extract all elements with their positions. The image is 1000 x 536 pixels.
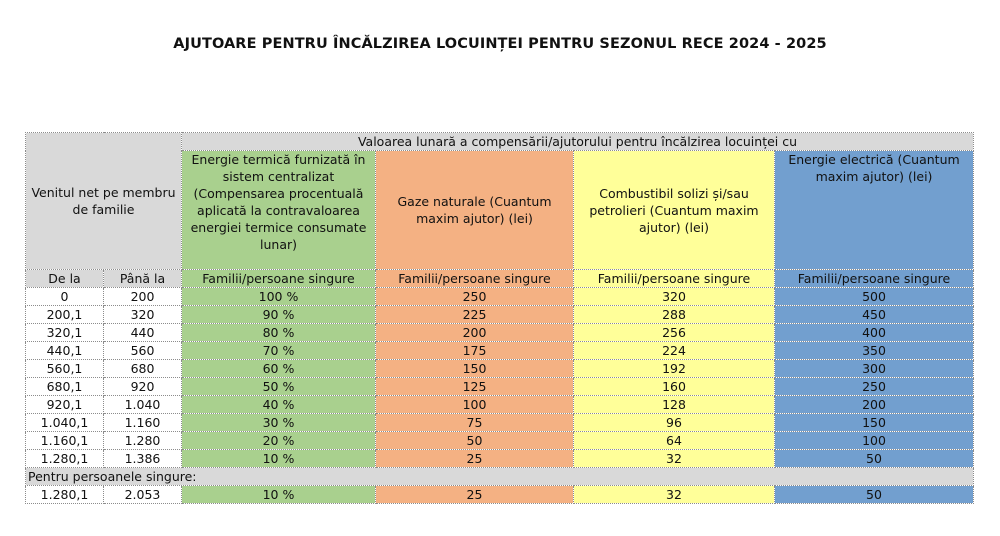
income-to-cell: 2.053 <box>103 485 182 504</box>
solid-fuel-value-cell: 320 <box>573 287 775 306</box>
income-from-cell: 440,1 <box>25 341 104 360</box>
income-to-cell: 560 <box>103 341 182 360</box>
electric-value-cell: 350 <box>774 341 974 360</box>
solid-fuel-column-header: Combustibil solizi și/sau petrolieri (Cu… <box>573 150 775 270</box>
thermal-column-header: Energie termică furnizată în sistem cent… <box>181 150 376 270</box>
solid-fuel-subheader: Familii/persoane singure <box>573 269 775 288</box>
income-to-cell: 320 <box>103 305 182 324</box>
income-from-cell: 560,1 <box>25 359 104 378</box>
page-title: AJUTOARE PENTRU ÎNCĂLZIREA LOCUINȚEI PEN… <box>173 36 827 52</box>
electric-column-header: Energie electrică (Cuantum maxim ajutor)… <box>774 150 974 270</box>
electric-value-cell: 250 <box>774 377 974 396</box>
thermal-value-cell: 90 % <box>181 305 376 324</box>
thermal-value-cell: 30 % <box>181 413 376 432</box>
to-header: Până la <box>103 269 182 288</box>
electric-value-cell: 50 <box>774 449 974 468</box>
solid-fuel-value-cell: 128 <box>573 395 775 414</box>
table-row: 1.040,1 1.160 30 % 75 96 150 <box>25 413 974 432</box>
gas-value-cell: 225 <box>375 305 574 324</box>
table-row: 440,1 560 70 % 175 224 350 <box>25 341 974 360</box>
solid-fuel-value-cell: 256 <box>573 323 775 342</box>
electric-value-cell: 400 <box>774 323 974 342</box>
income-from-cell: 1.280,1 <box>25 485 104 504</box>
thermal-value-cell: 60 % <box>181 359 376 378</box>
income-to-cell: 1.386 <box>103 449 182 468</box>
solid-fuel-value-cell: 192 <box>573 359 775 378</box>
income-to-cell: 680 <box>103 359 182 378</box>
solid-fuel-value-cell: 32 <box>573 449 775 468</box>
singles-row: 1.280,1 2.053 10 % 25 32 50 <box>25 485 974 504</box>
thermal-value-cell: 50 % <box>181 377 376 396</box>
gas-value-cell: 250 <box>375 287 574 306</box>
thermal-value-cell: 70 % <box>181 341 376 360</box>
electric-value-cell: 100 <box>774 431 974 450</box>
thermal-value-cell: 80 % <box>181 323 376 342</box>
gas-subheader: Familii/persoane singure <box>375 269 574 288</box>
income-from-cell: 0 <box>25 287 104 306</box>
income-from-cell: 1.280,1 <box>25 449 104 468</box>
thermal-value-cell: 10 % <box>181 449 376 468</box>
table-row: 1.160,1 1.280 20 % 50 64 100 <box>25 431 974 450</box>
income-to-cell: 440 <box>103 323 182 342</box>
solid-fuel-value-cell: 224 <box>573 341 775 360</box>
group-header: Valoarea lunară a compensării/ajutorului… <box>181 132 974 151</box>
from-header: De la <box>25 269 104 288</box>
table-row: 320,1 440 80 % 200 256 400 <box>25 323 974 342</box>
gas-value-cell: 200 <box>375 323 574 342</box>
solid-fuel-value-cell: 32 <box>573 485 775 504</box>
income-to-cell: 920 <box>103 377 182 396</box>
electric-subheader: Familii/persoane singure <box>774 269 974 288</box>
income-from-cell: 200,1 <box>25 305 104 324</box>
income-from-cell: 320,1 <box>25 323 104 342</box>
electric-value-cell: 50 <box>774 485 974 504</box>
table-row: 560,1 680 60 % 150 192 300 <box>25 359 974 378</box>
electric-value-cell: 200 <box>774 395 974 414</box>
income-to-cell: 1.160 <box>103 413 182 432</box>
electric-value-cell: 450 <box>774 305 974 324</box>
table-row: 0 200 100 % 250 320 500 <box>25 287 974 306</box>
electric-value-cell: 300 <box>774 359 974 378</box>
table-row: 1.280,1 1.386 10 % 25 32 50 <box>25 449 974 468</box>
singles-label-row: Pentru persoanele singure: <box>25 467 974 486</box>
table-row: 200,1 320 90 % 225 288 450 <box>25 305 974 324</box>
income-to-cell: 1.280 <box>103 431 182 450</box>
income-from-cell: 1.040,1 <box>25 413 104 432</box>
income-to-cell: 200 <box>103 287 182 306</box>
singles-label: Pentru persoanele singure: <box>25 467 974 486</box>
thermal-value-cell: 10 % <box>181 485 376 504</box>
thermal-value-cell: 40 % <box>181 395 376 414</box>
solid-fuel-value-cell: 96 <box>573 413 775 432</box>
gas-value-cell: 100 <box>375 395 574 414</box>
gas-value-cell: 25 <box>375 449 574 468</box>
table-row: 920,1 1.040 40 % 100 128 200 <box>25 395 974 414</box>
heating-aid-table: Venitul net pe membru de familie Valoare… <box>25 132 974 504</box>
gas-value-cell: 175 <box>375 341 574 360</box>
income-from-cell: 680,1 <box>25 377 104 396</box>
income-to-cell: 1.040 <box>103 395 182 414</box>
gas-value-cell: 25 <box>375 485 574 504</box>
gas-value-cell: 75 <box>375 413 574 432</box>
thermal-subheader: Familii/persoane singure <box>181 269 376 288</box>
thermal-value-cell: 100 % <box>181 287 376 306</box>
table-row: 680,1 920 50 % 125 160 250 <box>25 377 974 396</box>
electric-value-cell: 500 <box>774 287 974 306</box>
income-header: Venitul net pe membru de familie <box>25 132 182 270</box>
income-from-cell: 920,1 <box>25 395 104 414</box>
solid-fuel-value-cell: 64 <box>573 431 775 450</box>
gas-column-header: Gaze naturale (Cuantum maxim ajutor) (le… <box>375 150 574 270</box>
solid-fuel-value-cell: 160 <box>573 377 775 396</box>
solid-fuel-value-cell: 288 <box>573 305 775 324</box>
gas-value-cell: 125 <box>375 377 574 396</box>
gas-value-cell: 150 <box>375 359 574 378</box>
thermal-value-cell: 20 % <box>181 431 376 450</box>
gas-value-cell: 50 <box>375 431 574 450</box>
electric-value-cell: 150 <box>774 413 974 432</box>
income-from-cell: 1.160,1 <box>25 431 104 450</box>
